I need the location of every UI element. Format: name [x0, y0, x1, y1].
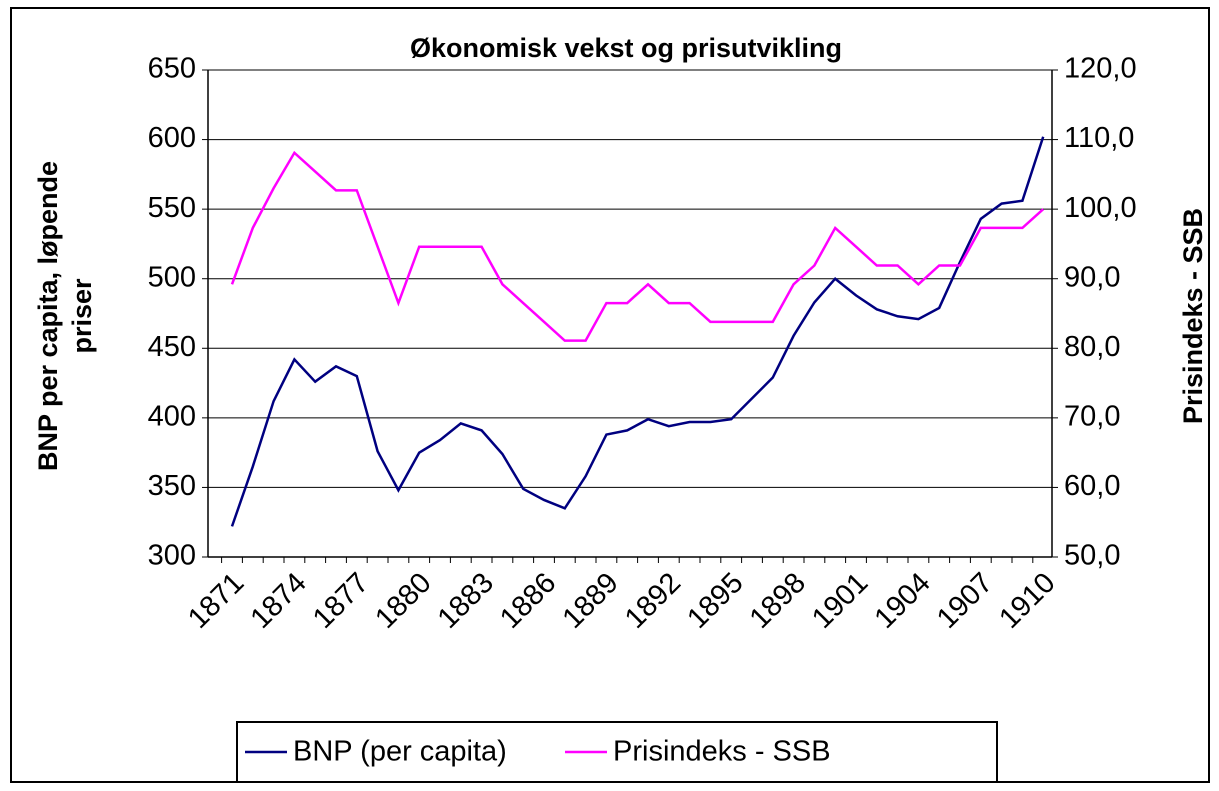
y-tick-label: 400: [148, 401, 196, 433]
y-tick-label: 300: [148, 540, 196, 572]
data-line: [230, 150, 1045, 342]
y2-tick-label: 110,0: [1064, 122, 1134, 154]
y-tick-label: 600: [148, 122, 196, 154]
y2-tick-label: 120,0: [1064, 53, 1137, 85]
y2-tick-label: 50,0: [1064, 540, 1120, 572]
y2-tick-label: 80,0: [1064, 331, 1120, 363]
data-line: [230, 136, 1045, 527]
y-axis-label: BNP per capita, løpende: [33, 161, 63, 471]
chart-title: Økonomisk vekst og prisutvikling: [410, 33, 842, 63]
y2-tick-label: 60,0: [1064, 470, 1120, 502]
legend: [236, 721, 998, 783]
y2-tick-label: 100,0: [1064, 192, 1137, 224]
y-tick-label: 550: [148, 192, 196, 224]
legend-label: Prisindeks - SSB: [613, 736, 831, 768]
plot-area: [208, 70, 1052, 557]
legend-label: BNP (per capita): [293, 736, 507, 768]
y2-tick-label: 90,0: [1064, 261, 1120, 293]
y2-axis-label: Prisindeks - SSB: [1178, 208, 1208, 424]
y-axis-label: priser: [67, 278, 97, 354]
y2-tick-label: 70,0: [1064, 401, 1120, 433]
y-tick-label: 450: [148, 331, 196, 363]
y-tick-label: 650: [148, 53, 196, 85]
y-tick-label: 500: [148, 261, 196, 293]
y-tick-label: 350: [148, 470, 196, 502]
